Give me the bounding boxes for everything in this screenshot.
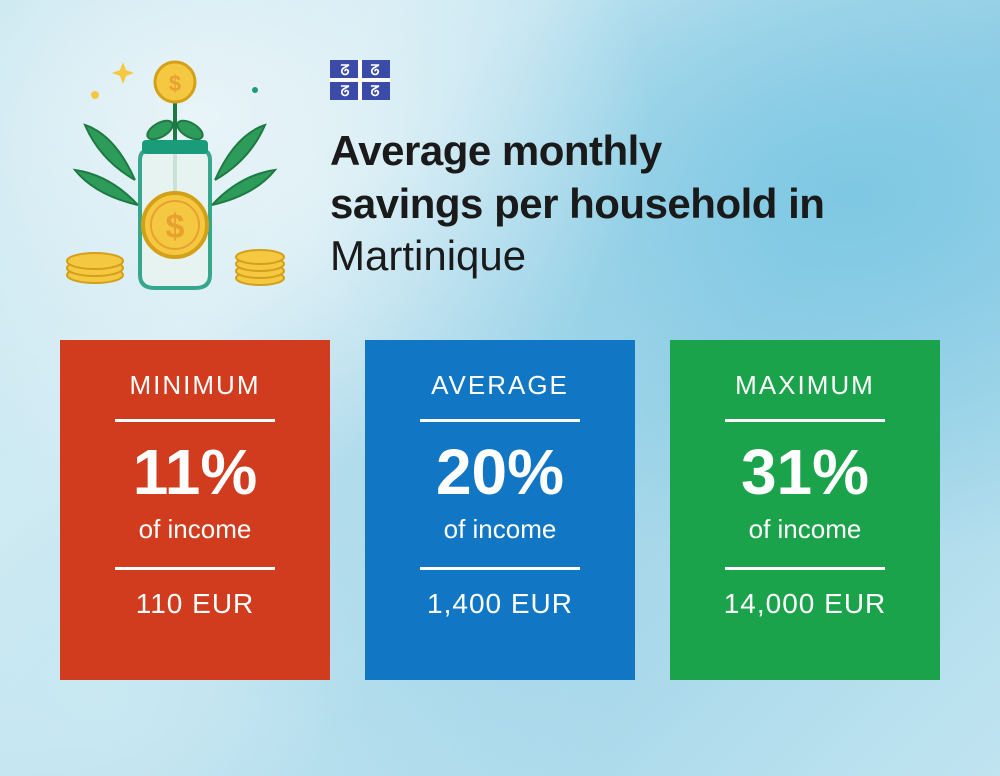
flag-quarter: ᘔ xyxy=(332,83,358,100)
card-percent: 31% xyxy=(741,440,869,504)
martinique-flag-icon: ᘔ ᘔ ᘔ ᘔ xyxy=(330,60,390,100)
header-area: $ $ ᘔ ᘔ ᘔ ᘔ Average monthly savings per … xyxy=(0,0,1000,300)
card-label: MINIMUM xyxy=(130,370,261,401)
card-label: AVERAGE xyxy=(431,370,569,401)
flag-quarter: ᘔ xyxy=(362,62,388,79)
card-of-income: of income xyxy=(139,514,252,545)
title-line-2: savings per household in xyxy=(330,178,824,231)
stat-card-average: AVERAGE 20% of income 1,400 EUR xyxy=(365,340,635,680)
flag-quarter: ᘔ xyxy=(362,83,388,100)
card-divider xyxy=(420,567,580,570)
card-of-income: of income xyxy=(444,514,557,545)
svg-text:$: $ xyxy=(169,71,181,96)
card-percent: 11% xyxy=(133,440,258,504)
card-divider xyxy=(420,419,580,422)
card-of-income: of income xyxy=(749,514,862,545)
title-line-1: Average monthly xyxy=(330,125,824,178)
card-amount: 1,400 EUR xyxy=(427,588,573,620)
svg-text:$: $ xyxy=(166,208,185,246)
title-region: Martinique xyxy=(330,230,824,283)
card-divider xyxy=(725,567,885,570)
card-percent: 20% xyxy=(436,440,564,504)
stat-cards-row: MINIMUM 11% of income 110 EUR AVERAGE 20… xyxy=(0,300,1000,680)
card-divider xyxy=(115,567,275,570)
card-amount: 14,000 EUR xyxy=(724,588,887,620)
card-divider xyxy=(115,419,275,422)
card-label: MAXIMUM xyxy=(735,370,875,401)
card-divider xyxy=(725,419,885,422)
stat-card-minimum: MINIMUM 11% of income 110 EUR xyxy=(60,340,330,680)
card-amount: 110 EUR xyxy=(136,588,255,620)
stat-card-maximum: MAXIMUM 31% of income 14,000 EUR xyxy=(670,340,940,680)
savings-jar-illustration: $ $ xyxy=(60,40,290,300)
title-block: ᘔ ᘔ ᘔ ᘔ Average monthly savings per hous… xyxy=(330,40,824,283)
flag-quarter: ᘔ xyxy=(332,62,358,79)
